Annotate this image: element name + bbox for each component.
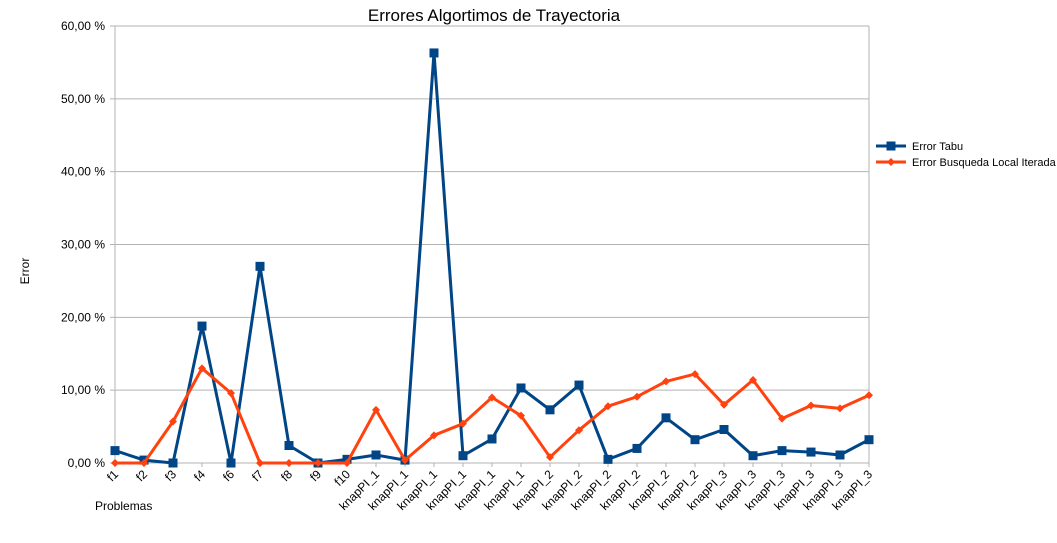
legend-entry: Error Busqueda Local Iterada	[912, 157, 1057, 169]
data-point	[198, 364, 206, 373]
data-point	[865, 391, 873, 400]
data-point	[517, 411, 525, 420]
data-point	[255, 261, 265, 271]
x-tick-label: f6	[220, 467, 237, 484]
data-point	[429, 48, 439, 58]
data-point	[284, 441, 294, 451]
data-point	[806, 447, 816, 457]
data-point	[256, 459, 264, 467]
y-axis-ticks: 0,00 % 10,00 % 20,00 % 30,00 % 40,00 % 50,00 …	[61, 19, 105, 470]
series-line-1	[114, 51, 870, 465]
x-tick-label: f3	[162, 467, 179, 484]
data-point	[778, 414, 786, 423]
data-point	[168, 458, 178, 468]
chart-title: Errores Algortimos de Trayectoria	[368, 6, 621, 25]
data-point	[603, 454, 613, 464]
data-point	[110, 446, 120, 456]
data-point	[343, 459, 351, 467]
data-point	[690, 435, 700, 445]
y-axis-label: Error	[18, 258, 32, 285]
data-point	[169, 417, 177, 426]
data-point	[574, 380, 584, 390]
data-point	[691, 370, 699, 379]
x-tick-label: f9	[307, 467, 324, 484]
data-point	[459, 419, 467, 428]
data-point	[371, 450, 381, 460]
y-tick-label: 50,00 %	[61, 92, 105, 106]
data-point	[197, 321, 207, 331]
legend-entry: Error Tabu	[912, 141, 963, 153]
legend-marker	[886, 141, 896, 151]
data-point	[575, 426, 583, 435]
data-point	[807, 401, 815, 410]
data-point	[314, 459, 322, 467]
x-tick-label: f7	[249, 467, 266, 484]
x-tick-label: f1	[104, 467, 121, 484]
data-point	[401, 456, 409, 465]
data-point	[488, 393, 496, 402]
legend-marker	[887, 158, 895, 166]
x-axis-label: Problemas	[95, 499, 152, 513]
series-layer	[110, 48, 874, 468]
data-point	[285, 459, 293, 467]
x-tick-label: f2	[133, 467, 150, 484]
data-point	[662, 377, 670, 386]
data-point	[430, 431, 438, 440]
data-point	[719, 424, 729, 434]
data-point	[516, 383, 526, 393]
y-tick-label: 20,00 %	[61, 310, 105, 324]
data-point	[546, 453, 554, 462]
data-point	[748, 451, 758, 461]
x-tick-label: f10	[331, 467, 353, 489]
data-point	[632, 443, 642, 453]
data-point	[633, 392, 641, 401]
data-point	[458, 451, 468, 461]
data-point	[487, 434, 497, 444]
data-point	[140, 459, 148, 467]
data-point	[111, 459, 119, 467]
legend: Error Tabu Error Busqueda Local Iterada	[876, 141, 1057, 169]
data-point	[864, 435, 874, 445]
y-tick-label: 0,00 %	[68, 456, 106, 470]
data-point	[226, 458, 236, 468]
x-tick-label: f8	[278, 467, 295, 484]
data-point	[749, 375, 757, 384]
data-point	[372, 405, 380, 414]
x-tick-label: f4	[191, 467, 208, 484]
data-point	[545, 405, 555, 415]
y-tick-label: 40,00 %	[61, 165, 105, 179]
data-point	[227, 389, 235, 398]
data-point	[836, 404, 844, 413]
data-point	[720, 400, 728, 409]
data-point	[777, 446, 787, 456]
y-tick-label: 30,00 %	[61, 238, 105, 252]
data-point	[604, 402, 612, 411]
y-tick-label: 60,00 %	[61, 19, 105, 33]
y-tick-label: 10,00 %	[61, 383, 105, 397]
data-point	[835, 450, 845, 460]
x-axis-ticks: f1 f2 f3 f4 f6 f7 f8 f9 f10knapPI_1knapPI_1knapP…	[104, 467, 875, 513]
data-point	[661, 413, 671, 423]
